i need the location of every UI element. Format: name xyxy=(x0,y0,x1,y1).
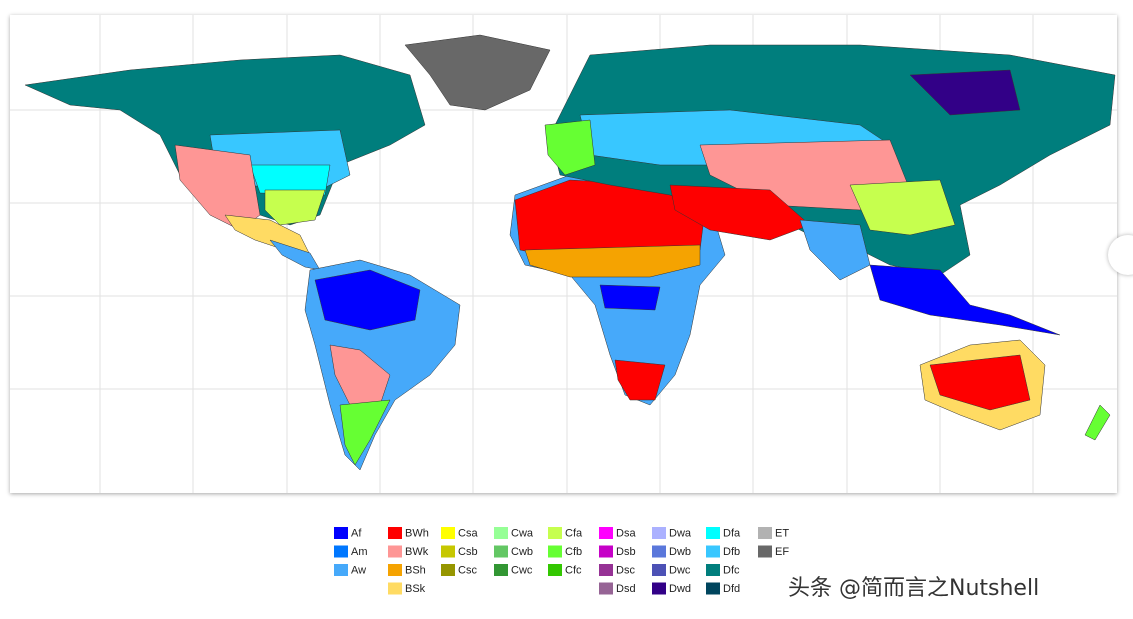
legend-swatch xyxy=(441,564,455,576)
legend-label: Dsc xyxy=(616,564,635,576)
legend-swatch xyxy=(758,545,772,558)
legend-swatch xyxy=(548,545,562,558)
legend-label: Csc xyxy=(458,564,477,576)
legend-swatch xyxy=(652,527,666,539)
legend-label: EF xyxy=(775,546,789,558)
legend-label: Dfc xyxy=(723,564,740,576)
legend-swatch xyxy=(599,564,613,576)
legend-label: Cwa xyxy=(511,527,534,539)
legend-label: Am xyxy=(351,546,368,558)
legend-swatch xyxy=(548,564,562,576)
watermark: 头条 @简而言之Nutshell xyxy=(788,576,1040,601)
legend-swatch xyxy=(599,582,613,595)
legend-swatch xyxy=(706,527,720,539)
legend-label: Dwc xyxy=(669,564,691,576)
legend-label: Dfa xyxy=(723,527,741,539)
continents xyxy=(24,34,1116,471)
climate-map xyxy=(10,15,1117,493)
legend-swatch xyxy=(652,545,666,558)
legend-label: Dsb xyxy=(616,546,636,558)
legend-label: BWh xyxy=(405,527,429,539)
legend-label: Cfc xyxy=(565,564,582,576)
legend-swatch xyxy=(758,527,772,539)
legend-swatch xyxy=(388,545,402,558)
legend-label: ET xyxy=(775,527,789,539)
legend-swatch xyxy=(334,527,348,539)
legend-swatch xyxy=(334,545,348,558)
legend-swatch xyxy=(441,545,455,558)
legend-label: Csb xyxy=(458,546,478,558)
legend-swatch xyxy=(706,564,720,576)
legend-label: Cfb xyxy=(565,546,582,558)
legend-label: Dfd xyxy=(723,583,740,595)
legend-label: Cwb xyxy=(511,546,533,558)
legend-label: Cfa xyxy=(565,527,583,539)
legend-label: Cwc xyxy=(511,564,533,576)
legend-swatch xyxy=(548,527,562,539)
legend-swatch xyxy=(494,564,508,576)
carousel-next[interactable] xyxy=(1108,235,1133,275)
legend-label: Aw xyxy=(351,564,366,576)
legend-label: Dsa xyxy=(616,527,636,539)
legend-label: Dsd xyxy=(616,583,636,595)
legend-label: BSk xyxy=(405,583,426,595)
legend-label: BSh xyxy=(405,564,426,576)
legend-label: BWk xyxy=(405,546,429,558)
legend-swatch xyxy=(706,582,720,595)
legend-swatch xyxy=(652,582,666,595)
legend-swatch xyxy=(494,545,508,558)
legend-swatch xyxy=(706,545,720,558)
legend-swatch xyxy=(334,564,348,576)
legend-swatch xyxy=(388,564,402,576)
legend-swatch xyxy=(599,527,613,539)
legend-swatch xyxy=(388,527,402,539)
legend-swatch xyxy=(494,527,508,539)
legend-swatch xyxy=(652,564,666,576)
legend-swatch xyxy=(388,582,402,595)
legend-swatch xyxy=(441,527,455,539)
legend-label: Af xyxy=(351,527,362,539)
legend-label: Dfb xyxy=(723,546,740,558)
legend-label: Dwd xyxy=(669,583,691,595)
legend-swatch xyxy=(599,545,613,558)
legend-label: Dwa xyxy=(669,527,692,539)
legend-label: Dwb xyxy=(669,546,691,558)
legend-label: Csa xyxy=(458,527,478,539)
